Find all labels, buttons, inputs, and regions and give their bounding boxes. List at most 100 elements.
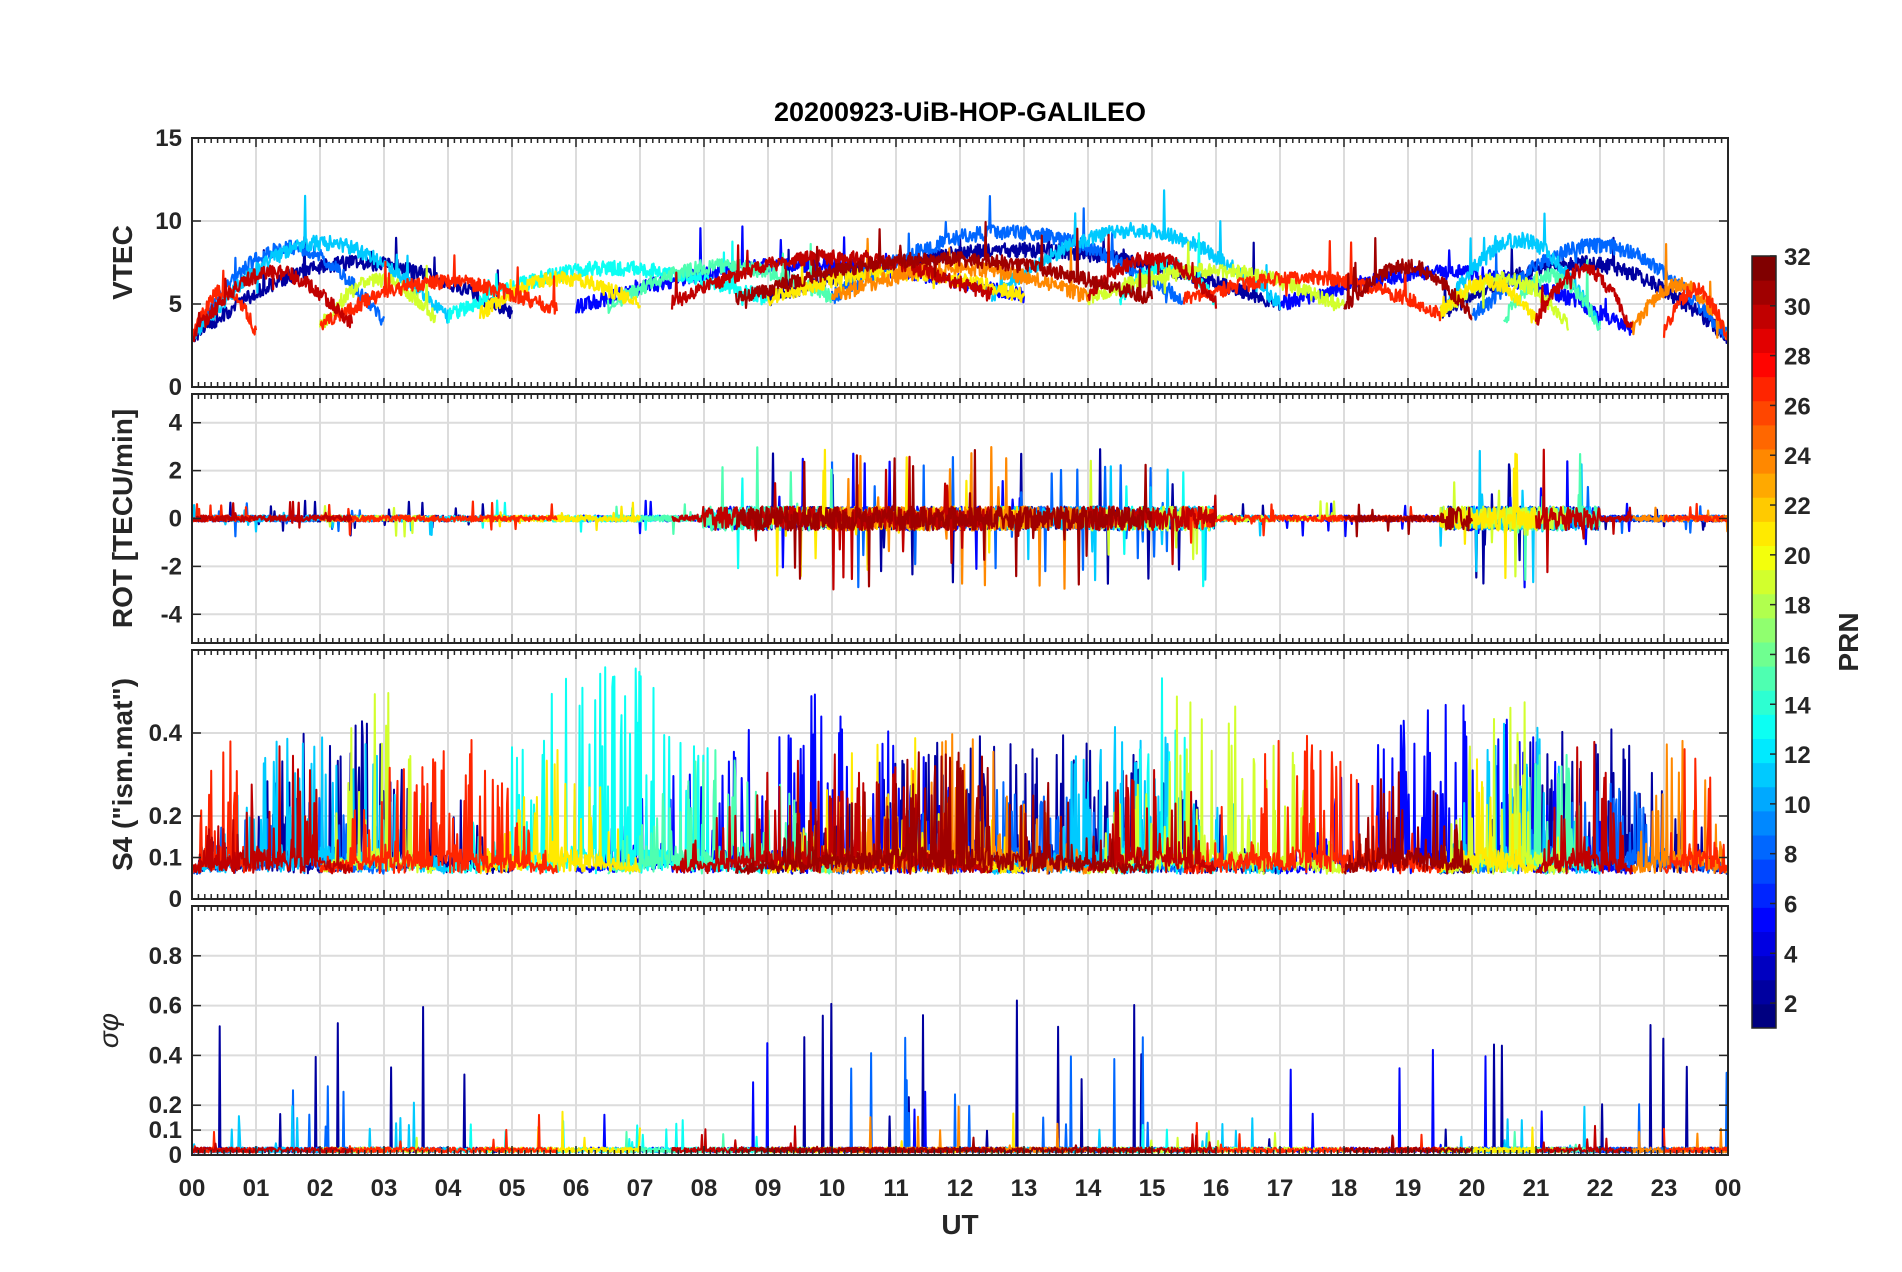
y-tick-label: 0.1 [149, 845, 182, 872]
y-tick-label: 0.8 [149, 943, 182, 970]
colorbar-tick-label: 8 [1784, 842, 1797, 869]
panel-s4: 0 0.1 0.2 0.4 S4 ("ism.mat") [107, 649, 1729, 913]
colorbar-tick-label: 18 [1784, 593, 1811, 620]
x-tick-label: 16 [1203, 1175, 1230, 1202]
colorbar-segment [1752, 304, 1776, 329]
series-line-prn-30 [192, 1142, 353, 1154]
series-line-prn-21 [478, 270, 642, 320]
y-tick-label: 4 [169, 410, 183, 437]
y-tick-label: 0.2 [149, 803, 182, 830]
series-line-prn-27 [318, 500, 558, 536]
y-tick-label: 0 [169, 1142, 182, 1169]
series-line-prn-30 [670, 244, 994, 310]
series-line-prn-27 [319, 254, 558, 331]
series-line-prn-24 [1630, 243, 1728, 340]
colorbar-segment [1752, 593, 1776, 619]
y-tick-label: 0.4 [149, 1042, 183, 1069]
colorbar-segment [1752, 328, 1776, 353]
x-tick-label: 11 [883, 1175, 908, 1202]
x-tick-label: 12 [947, 1175, 974, 1202]
series-line-prn-30 [192, 500, 353, 529]
colorbar-segment [1752, 280, 1776, 305]
y-tick-label: 15 [155, 125, 182, 152]
x-tick-labels: 00 01 02 03 04 05 06 07 08 09 10 11 12 13 14 15 16 17 18 19… [179, 1175, 1742, 1202]
series-line-prn-27 [1663, 1127, 1728, 1154]
colorbar-segment [1752, 714, 1776, 739]
x-tick-label: 15 [1139, 1175, 1166, 1202]
y-tick-label: -4 [161, 601, 183, 628]
series-line-prn-31 [1343, 771, 1473, 875]
colorbar-segment [1752, 762, 1776, 788]
x-tick-label: 23 [1651, 1175, 1678, 1202]
series-traces [192, 446, 1728, 591]
series-line-prn-30 [1534, 448, 1634, 574]
colorbar-segment [1752, 424, 1776, 450]
colorbar-segment [1752, 497, 1776, 522]
series-line-prn-30 [1534, 263, 1634, 328]
y-tick-label: 0.2 [149, 1092, 182, 1119]
colorbar-segment [1752, 835, 1776, 860]
y-tick-label: 0 [169, 886, 182, 913]
colorbar-tick-label: 4 [1784, 941, 1798, 968]
x-tick-label: 10 [819, 1175, 846, 1202]
x-tick-label: 21 [1523, 1175, 1550, 1202]
series-line-prn-27 [1663, 502, 1728, 523]
colorbar-segment [1752, 400, 1776, 426]
colorbar-tick-label: 2 [1784, 991, 1797, 1018]
x-tick-label: 17 [1267, 1175, 1294, 1202]
series-line-prn-5 [1279, 1048, 1633, 1154]
y-tick-label: 10 [155, 208, 182, 235]
panels: 0 5 10 15 VTEC -4 -2 0 2 4 ROT [TECU/min] 0 0.1 0.2 0.… [93, 125, 1729, 1169]
series-line-prn-31 [1343, 237, 1473, 321]
colorbar-frame [1751, 255, 1777, 1029]
series-line-prn-19 [1086, 241, 1346, 312]
colorbar-tick-label: 22 [1784, 493, 1811, 520]
x-tick-label: 00 [1715, 1175, 1742, 1202]
series-line-prn-27 [319, 1113, 558, 1154]
x-tick-label: 19 [1395, 1175, 1422, 1202]
colorbar-segment [1752, 617, 1776, 643]
colorbar-segment [1752, 859, 1776, 884]
x-tick-label: 06 [563, 1175, 590, 1202]
colorbar-segment [1752, 569, 1776, 595]
series-line-prn-13 [447, 240, 770, 324]
y-tick-label: 5 [169, 291, 182, 318]
y-axis-label-vtec: VTEC [107, 225, 138, 300]
series-line-prn-2 [192, 235, 514, 343]
y-tick-label: 0 [169, 374, 182, 401]
series-line-prn-30 [671, 753, 993, 875]
colorbar-tick-label: 10 [1784, 792, 1811, 819]
y-tick-label: -2 [161, 553, 182, 580]
x-tick-label: 08 [691, 1175, 718, 1202]
colorbar-segment [1752, 256, 1776, 281]
colorbar-tick-label: 16 [1784, 642, 1811, 669]
series-line-prn-27 [319, 739, 558, 875]
colorbar-segment [1752, 690, 1776, 715]
x-tick-label: 01 [243, 1175, 270, 1202]
series-line-prn-31 [734, 220, 1154, 309]
x-tick-label: 13 [1011, 1175, 1038, 1202]
chart-title: 20200923-UiB-HOP-GALILEO [774, 97, 1146, 127]
series-line-prn-21 [479, 749, 641, 875]
series-line-prn-30 [1086, 494, 1218, 566]
y-axis-label-rot: ROT [TECU/min] [107, 409, 138, 628]
colorbar-segment [1752, 810, 1776, 836]
colorbar-segment [1752, 738, 1776, 764]
series-line-prn-31 [735, 751, 1153, 875]
y-tick-label: 2 [169, 458, 182, 485]
colorbar-segment [1752, 545, 1776, 571]
x-tick-label: 05 [499, 1175, 526, 1202]
colorbar-tick-label: 14 [1784, 692, 1811, 719]
x-axis-label: UT [941, 1209, 978, 1240]
series-line-prn-21 [479, 1110, 641, 1154]
colorbar-tick-label: 12 [1784, 742, 1811, 769]
colorbar-segment [1752, 376, 1776, 402]
series-line-prn-21 [1438, 452, 1538, 580]
series-line-prn-31 [1343, 503, 1474, 538]
panel-rot: -4 -2 0 2 4 ROT [TECU/min] [107, 393, 1729, 644]
colorbar-segment [1752, 1003, 1776, 1029]
y-tick-label: 0.6 [149, 993, 182, 1020]
series-traces [192, 666, 1728, 876]
colorbar-tick-label: 26 [1784, 393, 1811, 420]
